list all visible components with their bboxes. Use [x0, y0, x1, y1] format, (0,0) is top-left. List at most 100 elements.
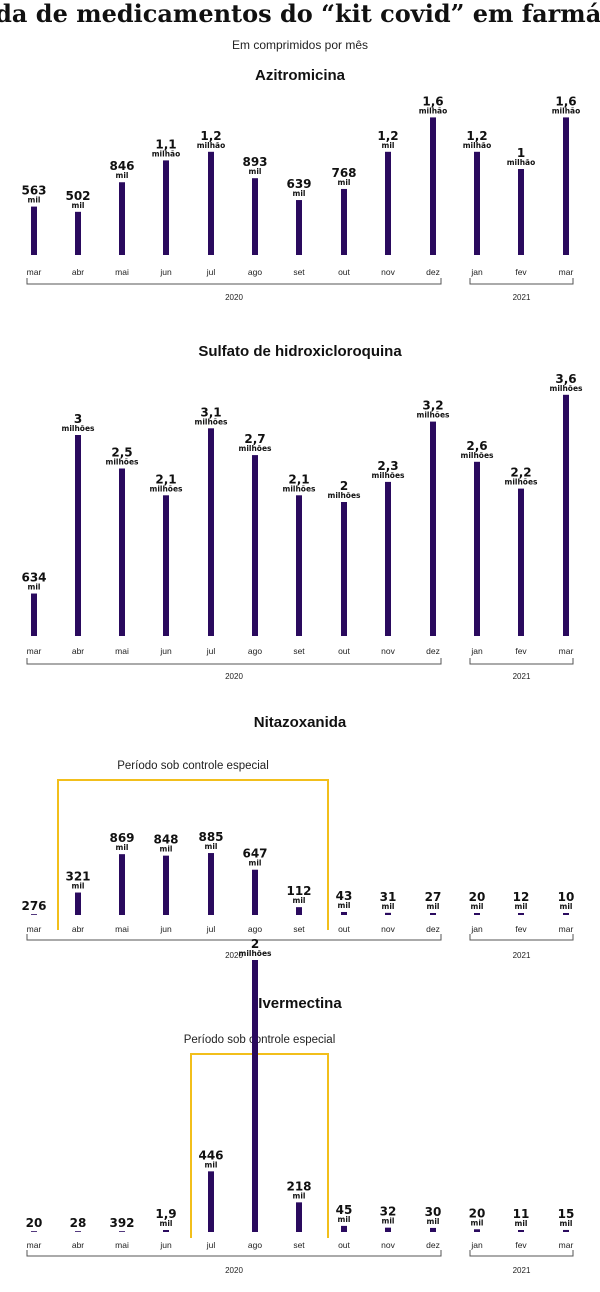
- bar: [163, 495, 169, 636]
- data-label-value: 1,2: [377, 129, 398, 143]
- data-label-unit: mil: [471, 1218, 484, 1227]
- page-subtitle: Em comprimidos por mês: [232, 38, 368, 52]
- bar: [75, 1231, 81, 1232]
- data-label-value: 3,1: [200, 405, 221, 419]
- x-tick-label: jun: [159, 1240, 172, 1250]
- data-label-unit: milhões: [461, 451, 495, 460]
- year-bracket: [26, 1250, 442, 1257]
- chart-title: Nitazoxanida: [254, 714, 347, 731]
- data-label-value: 27: [425, 890, 442, 904]
- year-bracket: [26, 278, 442, 285]
- data-label-unit: milhões: [372, 471, 406, 480]
- data-label-value: 2,7: [244, 432, 265, 446]
- x-tick-label: mar: [27, 646, 42, 656]
- x-tick-label: set: [293, 646, 305, 656]
- x-tick-label: fev: [515, 1240, 527, 1250]
- special-control-period-box: [57, 779, 329, 930]
- bar: [119, 854, 125, 915]
- bar: [208, 151, 214, 255]
- x-tick-label: dez: [426, 646, 440, 656]
- data-label-unit: mil: [293, 896, 306, 905]
- bar: [119, 468, 125, 636]
- data-label-unit: mil: [72, 882, 85, 891]
- data-label-value: 321: [65, 870, 90, 884]
- data-label-value: 15: [558, 1207, 575, 1221]
- x-tick-label: set: [293, 1240, 305, 1250]
- x-tick-label: mar: [559, 267, 574, 277]
- data-label-unit: mil: [427, 1217, 440, 1226]
- x-tick-label: fev: [515, 267, 527, 277]
- year-bracket: [469, 658, 574, 665]
- x-tick-label: mai: [115, 1240, 129, 1250]
- data-label-unit: milhão: [463, 141, 492, 150]
- data-label-unit: mil: [28, 196, 41, 205]
- data-label-value: 885: [198, 830, 223, 844]
- data-label-unit: mil: [205, 1160, 218, 1169]
- bar: [341, 1225, 347, 1232]
- x-tick-label: out: [338, 646, 350, 656]
- bar: [75, 435, 81, 636]
- data-label-unit: mil: [249, 859, 262, 868]
- x-tick-label: ago: [248, 646, 262, 656]
- x-tick-label: out: [338, 924, 350, 934]
- data-label-value: 3: [74, 412, 82, 426]
- data-label-value: 218: [286, 1179, 311, 1193]
- bar: [430, 421, 436, 636]
- data-label-unit: mil: [382, 141, 395, 150]
- bar: [474, 151, 480, 255]
- data-label-value: 446: [198, 1148, 223, 1162]
- bar: [296, 495, 302, 636]
- x-tick-label: jan: [470, 924, 483, 934]
- data-label-unit: mil: [160, 845, 173, 854]
- x-tick-label: fev: [515, 646, 527, 656]
- x-tick-label: abr: [72, 924, 84, 934]
- data-label-unit: mil: [249, 167, 262, 176]
- bar: [474, 913, 480, 915]
- x-tick-label: ago: [248, 924, 262, 934]
- bar: [563, 394, 569, 636]
- bar: [430, 913, 436, 915]
- bar: [208, 1171, 214, 1232]
- year-bracket: [469, 1250, 574, 1257]
- year-label: 2020: [225, 951, 243, 960]
- x-tick-label: mar: [27, 267, 42, 277]
- x-tick-label: jun: [159, 267, 172, 277]
- chart-title: Sulfato de hidroxicloroquina: [198, 343, 402, 360]
- data-label-unit: mil: [338, 901, 351, 910]
- data-label-unit: mil: [116, 843, 129, 852]
- data-label-unit: milhão: [507, 158, 536, 167]
- data-label-unit: milhões: [550, 384, 584, 393]
- x-tick-label: nov: [381, 267, 395, 277]
- data-label-unit: milhão: [197, 141, 226, 150]
- special-control-period-label: Período sob controle especial: [117, 760, 269, 772]
- data-label-value: 639: [286, 177, 311, 191]
- data-label-value: 1,2: [466, 129, 487, 143]
- bar: [385, 481, 391, 636]
- data-label-value: 768: [331, 166, 356, 180]
- x-tick-label: abr: [72, 1240, 84, 1250]
- x-tick-label: set: [293, 924, 305, 934]
- bar: [341, 911, 347, 915]
- data-label-value: 2,1: [288, 472, 309, 486]
- x-tick-label: abr: [72, 267, 84, 277]
- bar: [252, 178, 258, 255]
- x-tick-label: jul: [206, 646, 216, 656]
- bar: [75, 211, 81, 255]
- data-label-value: 2,6: [466, 439, 487, 453]
- bar: [296, 907, 302, 915]
- x-tick-label: jan: [470, 1240, 483, 1250]
- year-label: 2020: [225, 293, 243, 302]
- bar: [31, 206, 37, 255]
- bar: [341, 502, 347, 636]
- year-label: 2020: [225, 672, 243, 681]
- x-tick-label: mar: [559, 924, 574, 934]
- data-label-unit: mil: [293, 1191, 306, 1200]
- data-label-unit: mil: [427, 902, 440, 911]
- bar: [296, 200, 302, 255]
- x-tick-label: jul: [206, 924, 216, 934]
- data-label-unit: mil: [382, 902, 395, 911]
- data-label-value: 2: [340, 479, 348, 493]
- x-tick-label: mar: [27, 1240, 42, 1250]
- data-label-value: 32: [380, 1205, 397, 1219]
